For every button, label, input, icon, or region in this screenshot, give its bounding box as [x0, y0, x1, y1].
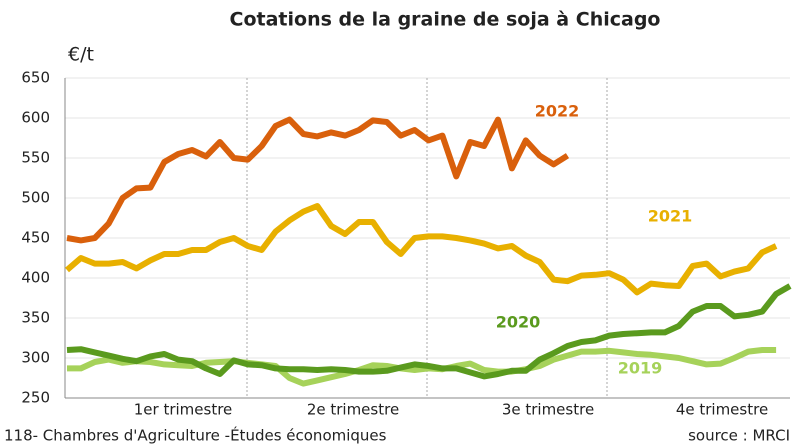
x-tick-label: 3e trimestre [502, 401, 594, 419]
series-label: 2019 [618, 359, 663, 378]
series-label: 2021 [648, 207, 693, 226]
y-tick-label: 600 [21, 109, 50, 127]
series-line [65, 203, 778, 296]
series-label: 2022 [535, 102, 580, 121]
y-tick-label: 350 [21, 309, 50, 327]
y-tick-label: 500 [21, 189, 50, 207]
chart-title: Cotations de la graine de soja à Chicago [230, 9, 661, 31]
y-tick-label: 300 [21, 349, 50, 367]
y-tick-label: 450 [21, 229, 50, 247]
y-tick-label: 250 [21, 389, 50, 407]
y-tick-label: 650 [21, 69, 50, 87]
y-tick-label: 400 [21, 269, 50, 287]
series-line [67, 347, 777, 387]
y-axis-label: €/t [68, 44, 94, 66]
y-tick-label: 550 [21, 149, 50, 167]
series-line [66, 116, 570, 244]
footer-right: source : MRCI [688, 427, 790, 445]
x-tick-label: 2e trimestre [307, 401, 399, 419]
x-tick-label: 1er trimestre [134, 401, 233, 419]
x-tick-label: 4e trimestre [676, 401, 768, 419]
series-label: 2020 [496, 313, 541, 332]
footer-left: 118- Chambres d'Agriculture -Études écon… [4, 426, 387, 445]
series-line [66, 283, 792, 380]
